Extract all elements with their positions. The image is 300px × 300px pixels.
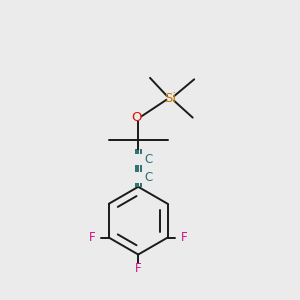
- Text: Si: Si: [164, 92, 177, 105]
- Text: F: F: [135, 262, 142, 275]
- Text: F: F: [89, 231, 96, 244]
- Text: O: O: [131, 111, 142, 124]
- Text: F: F: [181, 231, 188, 244]
- Text: C: C: [145, 171, 153, 184]
- Text: C: C: [145, 153, 153, 166]
